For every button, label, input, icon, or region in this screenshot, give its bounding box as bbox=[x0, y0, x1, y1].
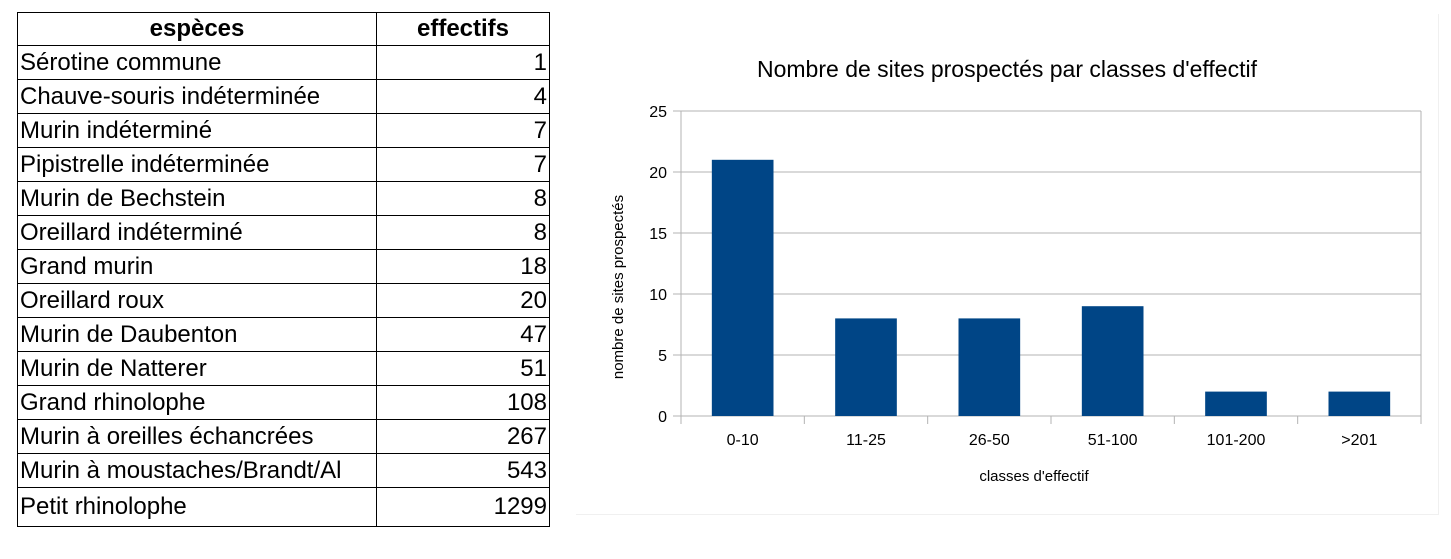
species-count-cell: 7 bbox=[376, 113, 550, 148]
species-count-cell: 8 bbox=[376, 215, 550, 250]
table-header-row: espèces effectifs bbox=[17, 12, 550, 46]
species-name-cell: Chauve-souris indéterminée bbox=[17, 79, 377, 114]
y-tick-label: 10 bbox=[649, 287, 667, 304]
y-tick-label: 20 bbox=[649, 165, 667, 182]
species-count-cell: 20 bbox=[376, 283, 550, 318]
chart-panel: Nombre de sites prospectés par classes d… bbox=[576, 14, 1439, 515]
species-name-cell: Murin à moustaches/Brandt/Al bbox=[17, 453, 377, 488]
y-tick-label: 25 bbox=[649, 104, 667, 121]
table-row: Grand rhinolophe 108 bbox=[17, 385, 550, 420]
bar-2 bbox=[835, 318, 897, 416]
species-count-cell: 7 bbox=[376, 147, 550, 182]
species-count-cell: 4 bbox=[376, 79, 550, 114]
species-name-cell: Pipistrelle indéterminée bbox=[17, 147, 377, 182]
x-axis-title: classes d'effectif bbox=[979, 468, 1089, 485]
species-count-cell: 8 bbox=[376, 181, 550, 216]
species-name-cell: Murin à oreilles échancrées bbox=[17, 419, 377, 454]
chart-title: Nombre de sites prospectés par classes d… bbox=[757, 56, 1258, 82]
x-tick-label: 101-200 bbox=[1207, 432, 1266, 449]
species-count-cell: 51 bbox=[376, 351, 550, 386]
species-name-cell: Oreillard roux bbox=[17, 283, 377, 318]
bar-5 bbox=[1205, 391, 1267, 416]
table-row: Murin de Bechstein 8 bbox=[17, 181, 550, 216]
table-row: Murin à moustaches/Brandt/Al 543 bbox=[17, 453, 550, 488]
species-name-cell: Grand murin bbox=[17, 249, 377, 284]
grid-layer bbox=[673, 110, 1422, 424]
bar-1 bbox=[711, 159, 774, 417]
x-tick-label: 51-100 bbox=[1088, 432, 1138, 449]
species-count-cell: 1299 bbox=[376, 487, 550, 527]
species-name-cell: Murin indéterminé bbox=[17, 113, 377, 148]
table-row: Chauve-souris indéterminée 4 bbox=[17, 79, 550, 114]
species-table: espèces effectifs Sérotine commune 1 Chauv… bbox=[17, 12, 550, 527]
species-name-cell: Grand rhinolophe bbox=[17, 385, 377, 420]
table-row: Murin de Daubenton 47 bbox=[17, 317, 550, 352]
species-count-cell: 543 bbox=[376, 453, 550, 488]
table-row: Oreillard indéterminé 8 bbox=[17, 215, 550, 250]
x-tick-label: 11-25 bbox=[846, 432, 886, 449]
species-count-cell: 47 bbox=[376, 317, 550, 352]
bar-3 bbox=[958, 318, 1021, 416]
y-tick-label: 0 bbox=[658, 409, 667, 426]
table-row: Murin de Natterer 51 bbox=[17, 351, 550, 386]
y-tick-label: 15 bbox=[649, 226, 667, 243]
species-count-cell: 108 bbox=[376, 385, 550, 420]
species-name-cell: Murin de Daubenton bbox=[17, 317, 377, 352]
species-name-cell: Murin de Bechstein bbox=[17, 181, 377, 216]
tick-layer: 0 5 10 15 20 25 0-10 11-25 26-50 51-100 101-200 >20… bbox=[649, 104, 1377, 449]
header-species: espèces bbox=[17, 12, 377, 46]
table-row: Grand murin 18 bbox=[17, 249, 550, 284]
species-name-cell: Oreillard indéterminé bbox=[17, 215, 377, 250]
bar-4 bbox=[1081, 306, 1144, 416]
x-tick-label: 26-50 bbox=[969, 432, 1010, 449]
species-count-cell: 1 bbox=[376, 45, 550, 80]
x-tick-label: 0-10 bbox=[727, 432, 759, 449]
table-row: Pipistrelle indéterminée 7 bbox=[17, 147, 550, 182]
species-name-cell: Petit rhinolophe bbox=[17, 487, 377, 527]
bar-layer bbox=[711, 159, 1391, 417]
table-row: Oreillard roux 20 bbox=[17, 283, 550, 318]
x-tick-label: >201 bbox=[1341, 432, 1377, 449]
species-name-cell: Sérotine commune bbox=[17, 45, 377, 80]
table-body: Sérotine commune 1 Chauve-souris indétermi… bbox=[17, 45, 550, 527]
header-count: effectifs bbox=[376, 12, 550, 46]
y-axis-title: nombre de sites prospectés bbox=[610, 195, 627, 379]
species-name-cell: Murin de Natterer bbox=[17, 351, 377, 386]
bar-chart: Nombre de sites prospectés par classes d… bbox=[610, 56, 1422, 485]
species-count-cell: 18 bbox=[376, 249, 550, 284]
table-row: Murin indéterminé 7 bbox=[17, 113, 550, 148]
bar-6 bbox=[1328, 391, 1391, 416]
table-row: Murin à oreilles échancrées 267 bbox=[17, 419, 550, 454]
table-row: Petit rhinolophe 1299 bbox=[17, 487, 550, 527]
table-row: Sérotine commune 1 bbox=[17, 45, 550, 80]
species-count-cell: 267 bbox=[376, 419, 550, 454]
y-tick-label: 5 bbox=[658, 348, 667, 365]
